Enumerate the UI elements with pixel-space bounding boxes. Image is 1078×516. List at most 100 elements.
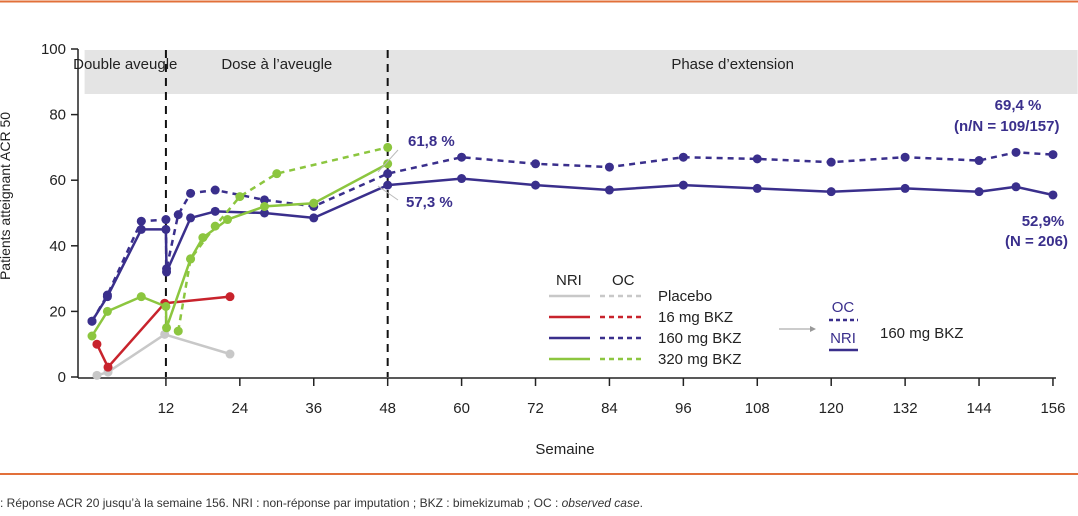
- y-tick-label: 60: [49, 172, 66, 189]
- data-point: [604, 162, 614, 172]
- legend-header-nri: NRI: [556, 272, 582, 289]
- data-point: [235, 192, 245, 202]
- y-tick-label: 0: [58, 369, 66, 386]
- data-point: [383, 180, 393, 190]
- legend-item-320mg: 320 mg BKZ: [658, 351, 741, 368]
- data-point: [186, 254, 196, 264]
- annotation-69-4-sub: (n/N = 109/157): [954, 118, 1059, 135]
- legend-item-160mg: 160 mg BKZ: [658, 330, 741, 347]
- series-group: [87, 142, 1058, 380]
- legend-key-oc: OC: [832, 299, 855, 316]
- y-tick-label: 80: [49, 107, 66, 124]
- data-point: [383, 159, 393, 169]
- data-point: [162, 267, 172, 277]
- annotation-connector-61-8: [377, 149, 399, 173]
- series-line-320-mg-bkz-nri: [90, 162, 389, 337]
- legend-item-16mg: 16 mg BKZ: [658, 309, 733, 326]
- annotation-61-8: 61,8 %: [408, 133, 455, 150]
- data-point: [225, 292, 235, 302]
- annotation-52-9-sub: (N = 206): [1005, 233, 1068, 250]
- x-tick-label: 84: [601, 400, 618, 417]
- data-point: [383, 142, 393, 152]
- footnote: : Réponse ACR 20 jusqu’à la semaine 156.…: [0, 496, 643, 510]
- data-point: [752, 183, 762, 193]
- y-tick-label: 40: [49, 238, 66, 255]
- annotation-52-9: 52,9%: [1022, 213, 1065, 230]
- data-point: [259, 195, 269, 205]
- x-axis-label: Semaine: [535, 441, 594, 458]
- phase-label: Double aveugle: [73, 56, 177, 73]
- data-point: [92, 339, 102, 349]
- data-point: [136, 224, 146, 234]
- data-point: [900, 152, 910, 162]
- data-point: [136, 292, 146, 302]
- x-tick-label: 12: [158, 400, 175, 417]
- data-point: [161, 301, 171, 311]
- data-point: [102, 306, 112, 316]
- data-point: [173, 326, 183, 336]
- annotation-connector-57-3: [377, 185, 399, 201]
- phase-band-bg: [84, 50, 1078, 94]
- series-line-320-mg-bkz-oc: [176, 146, 388, 332]
- data-point: [225, 349, 235, 359]
- data-point: [272, 169, 282, 179]
- data-point: [678, 152, 688, 162]
- data-point: [87, 331, 97, 341]
- data-point: [752, 154, 762, 164]
- data-point: [198, 233, 208, 243]
- data-point: [1011, 182, 1021, 192]
- footnote-end: .: [639, 496, 643, 510]
- series-line-16-mg-bkz-nri: [95, 295, 231, 369]
- y-tick-label: 100: [41, 41, 66, 58]
- data-point: [826, 157, 836, 167]
- data-point: [186, 213, 196, 223]
- y-axis-label: Patients atteignant ACR 50: [0, 112, 13, 280]
- data-point: [162, 323, 172, 333]
- x-tick-label: 120: [819, 400, 844, 417]
- data-point: [531, 180, 541, 190]
- data-point: [457, 152, 467, 162]
- data-point: [457, 174, 467, 184]
- data-point: [383, 169, 393, 179]
- axes: 0 20 40 60 80 100 12 24 36 48 60 72 84 96 108 120 132 144…: [41, 41, 1066, 417]
- data-point: [223, 215, 233, 225]
- x-tick-label: 144: [967, 400, 992, 417]
- data-point: [826, 187, 836, 197]
- phase-label: Phase d’extension: [671, 56, 794, 73]
- phase-label: Dose à l’aveugle: [221, 56, 332, 73]
- data-point: [259, 201, 269, 211]
- legend: NRI OC Placebo 16 mg BKZ 160 mg BKZ 320 …: [549, 272, 963, 368]
- x-tick-label: 60: [453, 400, 470, 417]
- data-point: [604, 185, 614, 195]
- x-tick-label: 24: [231, 400, 248, 417]
- data-point: [1011, 147, 1021, 157]
- data-point: [161, 215, 171, 225]
- series-line-placebo-nri: [96, 333, 231, 377]
- legend-key-nri: NRI: [830, 330, 856, 347]
- data-point: [173, 210, 183, 220]
- x-tick-label: 48: [379, 400, 396, 417]
- y-tick-label: 20: [49, 303, 66, 320]
- legend-key-label: 160 mg BKZ: [880, 325, 963, 342]
- data-point: [309, 213, 319, 223]
- data-point: [92, 370, 102, 380]
- data-point: [186, 188, 196, 198]
- legend-item-placebo: Placebo: [658, 288, 712, 305]
- x-tick-label: 96: [675, 400, 692, 417]
- data-point: [1048, 190, 1058, 200]
- data-point: [1048, 150, 1058, 160]
- data-point: [161, 224, 171, 234]
- annotation-57-3: 57,3 %: [406, 194, 453, 211]
- x-tick-label: 72: [527, 400, 544, 417]
- data-point: [259, 208, 269, 218]
- data-point: [136, 216, 146, 226]
- data-point: [974, 187, 984, 197]
- data-point: [103, 362, 113, 372]
- annotation-69-4: 69,4 %: [995, 97, 1042, 114]
- x-tick-label: 108: [745, 400, 770, 417]
- legend-header-oc: OC: [612, 272, 635, 289]
- data-point: [974, 156, 984, 166]
- data-point: [900, 183, 910, 193]
- x-tick-label: 132: [893, 400, 918, 417]
